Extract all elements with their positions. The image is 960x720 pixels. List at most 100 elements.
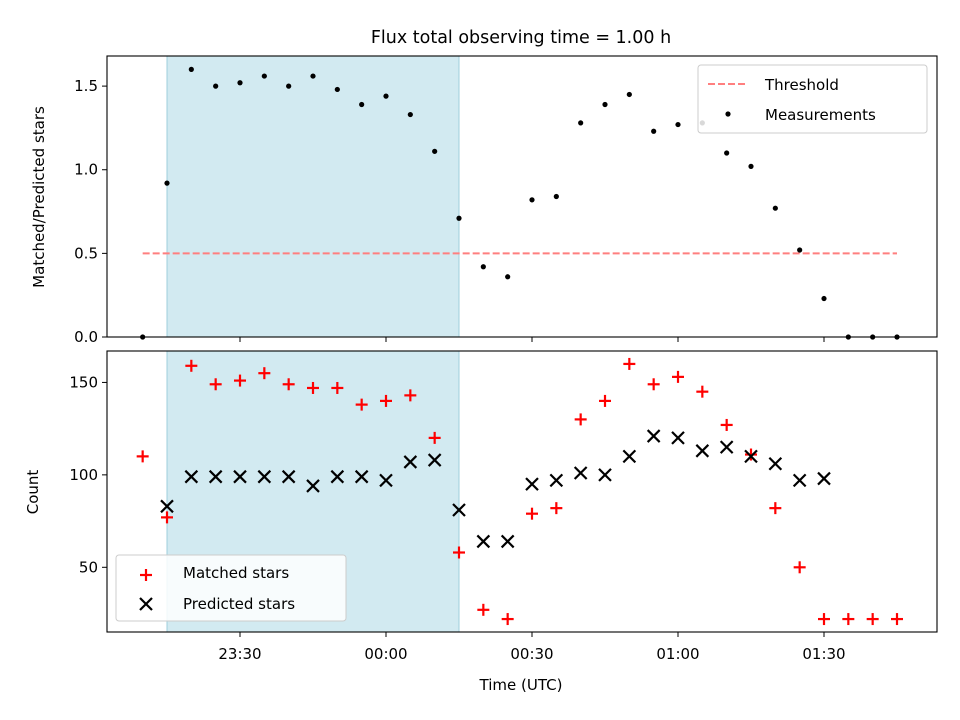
matched-star-point bbox=[453, 546, 465, 559]
x-tick-label: 00:30 bbox=[510, 645, 553, 663]
measurement-point bbox=[529, 197, 535, 203]
measurement-point bbox=[432, 148, 438, 154]
top-y-tick-label: 0.0 bbox=[74, 328, 98, 346]
matched-star-point bbox=[672, 370, 684, 383]
matched-star-point bbox=[501, 613, 514, 626]
matched-star-point bbox=[380, 394, 392, 407]
measurement-point bbox=[237, 80, 243, 86]
measurement-point bbox=[261, 73, 267, 79]
matched-star-point bbox=[818, 613, 830, 626]
predicted-star-point bbox=[817, 471, 831, 486]
bottom-panel: 50 100 150 23:30 00:00 00:30 01:00 01:30 Count… bbox=[24, 350, 938, 694]
x-tick-label: 01:00 bbox=[656, 645, 699, 663]
predicted-star-point bbox=[573, 466, 588, 480]
measurement-point bbox=[797, 247, 803, 253]
predicted-star-point bbox=[452, 503, 466, 517]
bottom-axes-frame bbox=[106, 350, 938, 633]
measurement-point bbox=[213, 83, 219, 89]
chart-title: Flux total observing time = 1.00 h bbox=[371, 28, 671, 48]
x-tick-label: 01:30 bbox=[802, 645, 845, 663]
top-y-tick-label: 1.5 bbox=[74, 77, 98, 95]
predicted-star-point bbox=[160, 499, 174, 514]
matched-star-point bbox=[647, 378, 660, 391]
matched-star-point bbox=[404, 389, 417, 402]
matched-star-point bbox=[574, 413, 587, 426]
top-panel: 0.0 0.5 1.0 1.5 Matched/Predicted stars Thr… bbox=[30, 55, 938, 346]
measurement-point bbox=[407, 111, 413, 118]
matched-star-point bbox=[185, 359, 198, 372]
measurement-point bbox=[578, 120, 584, 126]
predicted-star-point bbox=[500, 534, 515, 549]
predicted-star-point bbox=[719, 440, 734, 454]
matched-star-point bbox=[866, 613, 879, 626]
x-axis-label: Time (UTC) bbox=[479, 676, 563, 694]
measurement-point bbox=[772, 205, 778, 211]
predicted-star-point bbox=[598, 468, 612, 482]
measurement-point bbox=[748, 163, 754, 169]
matched-star-point bbox=[720, 418, 733, 431]
matched-stars-points bbox=[136, 357, 903, 626]
measurement-point bbox=[188, 66, 194, 72]
top-x-ticks bbox=[239, 337, 825, 342]
matched-star-point bbox=[599, 394, 611, 407]
top-y-axis-label: Matched/Predicted stars bbox=[30, 106, 48, 288]
predicted-stars-points bbox=[160, 429, 831, 549]
legend-matched-label: Matched stars bbox=[183, 564, 289, 582]
matched-star-point bbox=[161, 511, 173, 524]
top-legend-box bbox=[697, 64, 928, 134]
matched-star-point bbox=[307, 381, 319, 394]
legend-matched-swatch bbox=[140, 569, 152, 581]
x-tick-label: 00:00 bbox=[364, 645, 407, 663]
measurement-point bbox=[480, 264, 486, 270]
matched-star-point bbox=[477, 603, 490, 616]
matched-star-point bbox=[745, 448, 757, 461]
matched-star-point bbox=[331, 381, 344, 394]
predicted-star-point bbox=[695, 444, 710, 458]
matched-star-point bbox=[550, 502, 563, 515]
predicted-star-point bbox=[427, 453, 442, 467]
predicted-star-point bbox=[184, 469, 199, 484]
measurement-point bbox=[724, 150, 730, 156]
top-observing-window bbox=[166, 55, 460, 338]
predicted-star-point bbox=[403, 455, 418, 469]
legend-measurements-swatch bbox=[725, 111, 731, 117]
predicted-star-point bbox=[525, 477, 539, 491]
bottom-y-tick-label: 100 bbox=[69, 466, 98, 484]
legend-measurements-label: Measurements bbox=[765, 106, 876, 124]
matched-star-point bbox=[526, 507, 538, 520]
predicted-star-point bbox=[257, 469, 272, 484]
measurement-point bbox=[553, 193, 559, 200]
bottom-legend: Matched stars Predicted stars bbox=[115, 554, 347, 622]
matched-star-point bbox=[842, 613, 855, 626]
measurement-point bbox=[626, 91, 632, 98]
top-y-tick-label: 1.0 bbox=[74, 161, 98, 179]
predicted-star-point bbox=[549, 473, 564, 488]
predicted-star-point bbox=[379, 473, 393, 488]
predicted-star-point bbox=[671, 431, 685, 445]
bottom-y-ticks: 50 100 150 bbox=[69, 373, 107, 576]
top-y-tick-label: 0.5 bbox=[74, 244, 98, 262]
top-y-ticks: 0.0 0.5 1.0 1.5 bbox=[74, 77, 107, 346]
predicted-star-point bbox=[233, 469, 247, 484]
matched-star-point bbox=[258, 367, 271, 380]
bottom-y-axis-label: Count bbox=[24, 470, 42, 515]
measurement-point bbox=[651, 128, 657, 134]
measurement-point bbox=[383, 93, 389, 99]
matched-star-point bbox=[891, 613, 903, 626]
matched-star-point bbox=[623, 357, 636, 370]
measurement-point bbox=[359, 101, 365, 108]
measurement-point bbox=[505, 274, 511, 280]
bottom-y-tick-label: 150 bbox=[69, 373, 98, 391]
measurement-point bbox=[164, 180, 170, 186]
predicted-star-point bbox=[330, 469, 345, 484]
bottom-x-ticks: 23:30 00:00 00:30 01:00 01:30 bbox=[218, 632, 846, 663]
measurement-point bbox=[334, 86, 340, 93]
predicted-star-point bbox=[646, 429, 661, 443]
predicted-star-point bbox=[208, 469, 223, 484]
bottom-legend-box bbox=[115, 554, 347, 622]
predicted-star-point bbox=[476, 534, 491, 549]
measurement-point bbox=[821, 295, 827, 302]
measurement-point bbox=[310, 73, 316, 79]
bottom-y-tick-label: 50 bbox=[79, 558, 98, 576]
